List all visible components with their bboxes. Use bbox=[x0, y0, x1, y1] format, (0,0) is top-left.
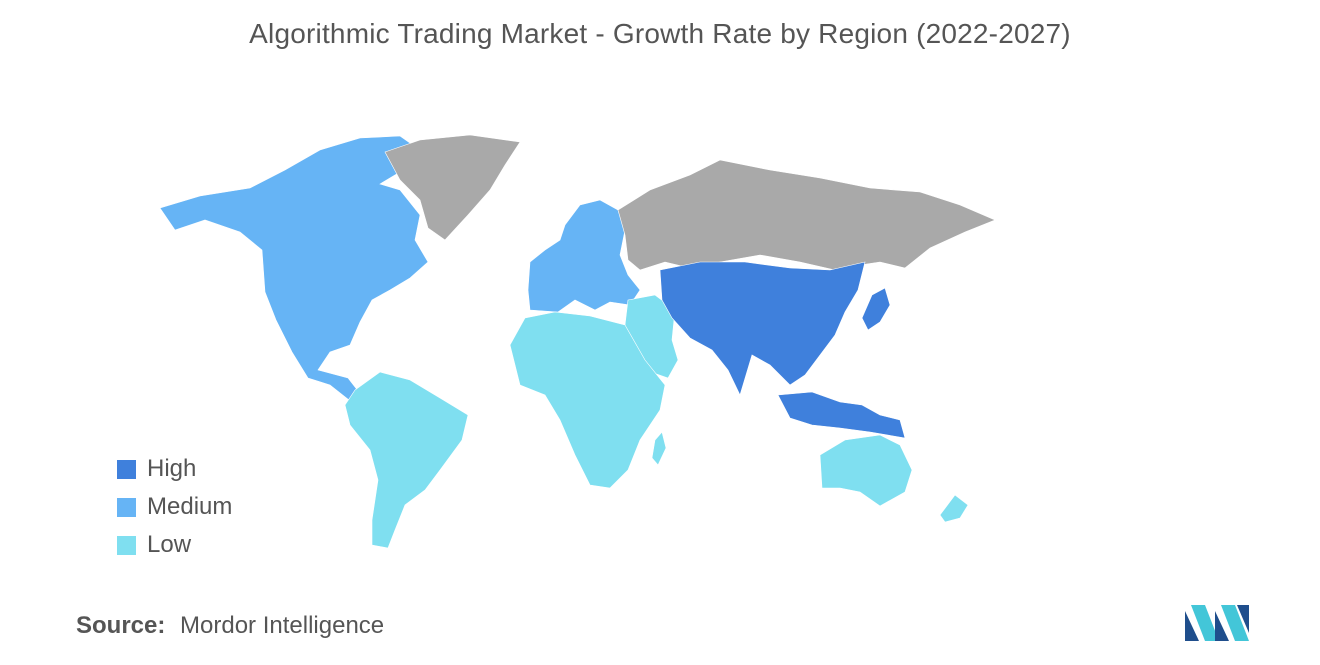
legend-item-high: High bbox=[117, 450, 232, 488]
region-north-america bbox=[159, 135, 429, 405]
legend-swatch-high bbox=[117, 459, 136, 479]
legend-swatch-low bbox=[117, 535, 136, 555]
legend-label-high: High bbox=[147, 455, 197, 482]
mordor-intelligence-logo-icon bbox=[1185, 605, 1249, 641]
source-line: Source: Mordor Intelligence bbox=[76, 612, 384, 640]
region-greenland bbox=[384, 134, 521, 241]
region-europe bbox=[527, 199, 641, 313]
region-japan bbox=[861, 287, 891, 331]
region-australia bbox=[819, 434, 913, 507]
region-south-america bbox=[344, 371, 469, 549]
legend-label-low: Low bbox=[147, 531, 192, 558]
region-africa bbox=[509, 311, 666, 489]
legend-item-medium: Medium bbox=[117, 488, 232, 526]
chart-title: Algorithmic Trading Market - Growth Rate… bbox=[249, 18, 1071, 49]
legend: High Medium Low bbox=[117, 450, 232, 564]
region-se-asia-islands bbox=[777, 391, 906, 439]
legend-swatch-medium bbox=[117, 497, 136, 517]
legend-label-medium: Medium bbox=[147, 493, 233, 520]
legend-item-low: Low bbox=[117, 526, 232, 564]
source-key: Source: bbox=[76, 612, 166, 639]
source-value: Mordor Intelligence bbox=[180, 612, 385, 639]
region-madagascar bbox=[651, 431, 667, 466]
region-asia-pacific bbox=[659, 261, 866, 396]
region-new-zealand bbox=[939, 494, 969, 523]
region-russia bbox=[617, 159, 996, 271]
